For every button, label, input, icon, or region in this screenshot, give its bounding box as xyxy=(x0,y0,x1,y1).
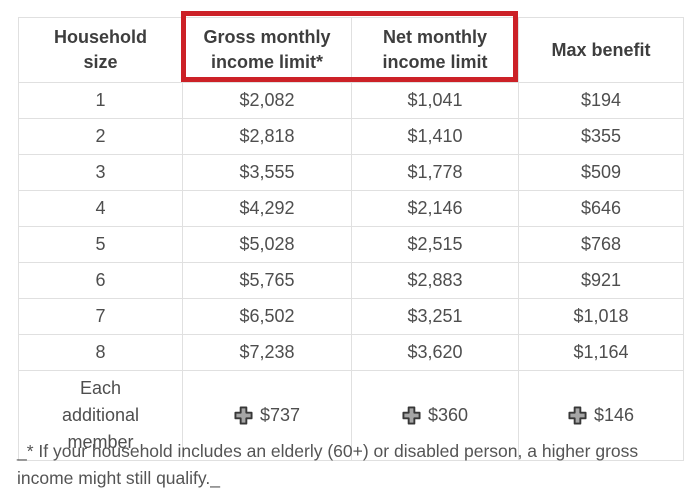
max-benefit-cell: $1,164 xyxy=(518,334,684,371)
household-size-cell: 1 xyxy=(18,82,183,119)
plus-icon xyxy=(234,406,253,425)
plus-icon xyxy=(402,406,421,425)
table-row: 1 $2,082 $1,041 $194 xyxy=(18,82,684,119)
additional-gross-value: $737 xyxy=(259,405,301,426)
gross-income-cell: $3,555 xyxy=(182,154,352,191)
household-size-cell: 8 xyxy=(18,334,183,371)
household-size-cell: 7 xyxy=(18,298,183,335)
table-row: 7 $6,502 $3,251 $1,018 xyxy=(18,298,684,335)
max-benefit-cell: $509 xyxy=(518,154,684,191)
additional-member-label: Each additional member xyxy=(18,370,183,461)
household-size-cell: 3 xyxy=(18,154,183,191)
max-benefit-cell: $355 xyxy=(518,118,684,155)
header-household-size: Household size xyxy=(18,17,183,83)
table-row: 4 $4,292 $2,146 $646 xyxy=(18,190,684,227)
additional-max-value: $146 xyxy=(593,405,635,426)
income-limits-table: Household size Gross monthly income limi… xyxy=(18,17,684,461)
header-gross-income-limit: Gross monthly income limit* xyxy=(182,17,352,83)
household-size-cell: 6 xyxy=(18,262,183,299)
gross-income-cell: $2,082 xyxy=(182,82,352,119)
net-income-cell: $2,515 xyxy=(351,226,519,263)
gross-income-cell: $5,028 xyxy=(182,226,352,263)
household-size-cell: 5 xyxy=(18,226,183,263)
net-income-cell: $2,883 xyxy=(351,262,519,299)
household-size-cell: 4 xyxy=(18,190,183,227)
table-row: 8 $7,238 $3,620 $1,164 xyxy=(18,334,684,371)
header-max-benefit: Max benefit xyxy=(518,17,684,83)
header-net-income-limit: Net monthly income limit xyxy=(351,17,519,83)
net-income-cell: $1,778 xyxy=(351,154,519,191)
gross-income-cell: $2,818 xyxy=(182,118,352,155)
gross-income-cell: $7,238 xyxy=(182,334,352,371)
net-income-cell: $3,251 xyxy=(351,298,519,335)
net-income-cell: $1,041 xyxy=(351,82,519,119)
additional-net-value: $360 xyxy=(427,405,469,426)
additional-member-row: Each additional member $737 $360 xyxy=(18,370,684,461)
table-row: 3 $3,555 $1,778 $509 xyxy=(18,154,684,191)
household-size-cell: 2 xyxy=(18,118,183,155)
net-income-cell: $2,146 xyxy=(351,190,519,227)
max-benefit-cell: $768 xyxy=(518,226,684,263)
table-row: 2 $2,818 $1,410 $355 xyxy=(18,118,684,155)
additional-net-cell: $360 xyxy=(351,370,519,461)
table-row: 6 $5,765 $2,883 $921 xyxy=(18,262,684,299)
footnote: _* If your household includes an elderly… xyxy=(17,441,639,488)
additional-gross-cell: $737 xyxy=(182,370,352,461)
net-income-cell: $1,410 xyxy=(351,118,519,155)
table-row: 5 $5,028 $2,515 $768 xyxy=(18,226,684,263)
max-benefit-cell: $646 xyxy=(518,190,684,227)
gross-income-cell: $6,502 xyxy=(182,298,352,335)
max-benefit-cell: $921 xyxy=(518,262,684,299)
max-benefit-cell: $1,018 xyxy=(518,298,684,335)
max-benefit-cell: $194 xyxy=(518,82,684,119)
plus-icon xyxy=(568,406,587,425)
additional-max-cell: $146 xyxy=(518,370,684,461)
header-row: Household size Gross monthly income limi… xyxy=(18,17,684,83)
gross-income-cell: $4,292 xyxy=(182,190,352,227)
net-income-cell: $3,620 xyxy=(351,334,519,371)
gross-income-cell: $5,765 xyxy=(182,262,352,299)
